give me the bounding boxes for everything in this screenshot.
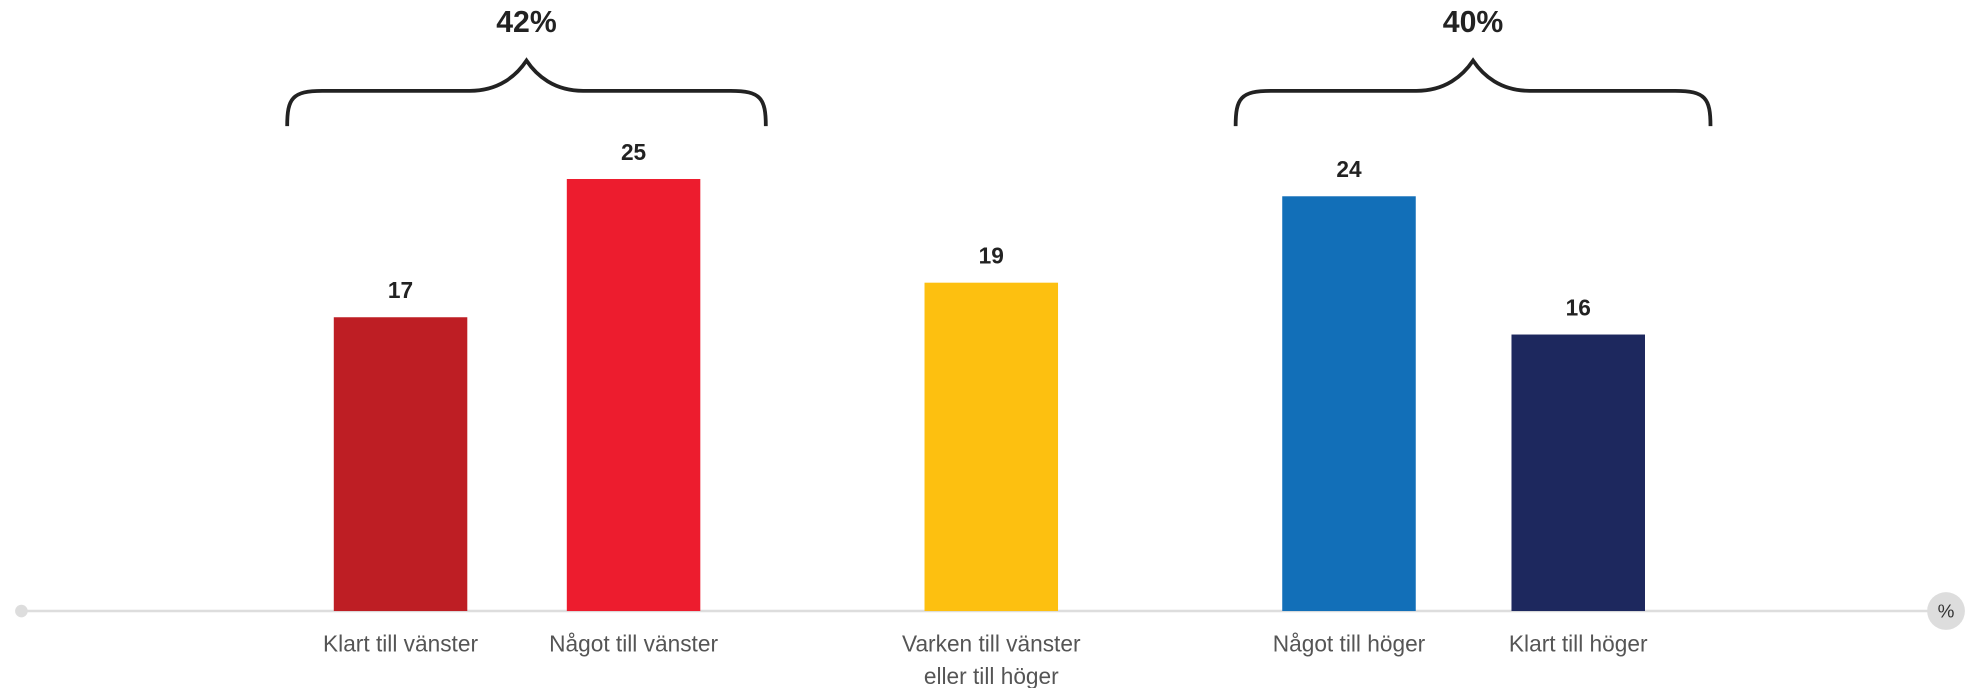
bar	[1282, 196, 1416, 612]
value-label: 16	[1566, 294, 1591, 320]
value-label: 19	[979, 242, 1004, 268]
category-label-box: Varken till vänster eller till höger	[902, 631, 1081, 689]
group-brace	[1233, 57, 1713, 127]
unit-badge	[1927, 592, 1965, 630]
category-label-box: Klart till vänster	[323, 631, 479, 657]
category-label-box: Något till höger	[1272, 631, 1426, 657]
category-label: Varken till vänster eller till höger	[902, 631, 1081, 689]
category-label: Klart till höger	[1508, 631, 1648, 657]
bar	[924, 282, 1059, 612]
category-label: Något till vänster	[549, 631, 718, 657]
group-brace	[285, 57, 768, 127]
category-label-box: Klart till höger	[1508, 631, 1648, 657]
category-label-box: Något till vänster	[549, 631, 718, 657]
group-label: 42%	[496, 6, 557, 39]
value-label: 17	[388, 277, 413, 303]
bar	[566, 178, 701, 612]
group-label: 40%	[1443, 6, 1504, 39]
value-label: 24	[1336, 156, 1362, 182]
axis-start	[15, 604, 28, 618]
category-label: Något till höger	[1272, 631, 1426, 657]
unit-label: %	[1938, 601, 1955, 622]
value-label: 25	[621, 139, 646, 165]
category-label: Klart till vänster	[323, 631, 479, 657]
bar	[1511, 334, 1645, 612]
bar	[333, 317, 468, 612]
